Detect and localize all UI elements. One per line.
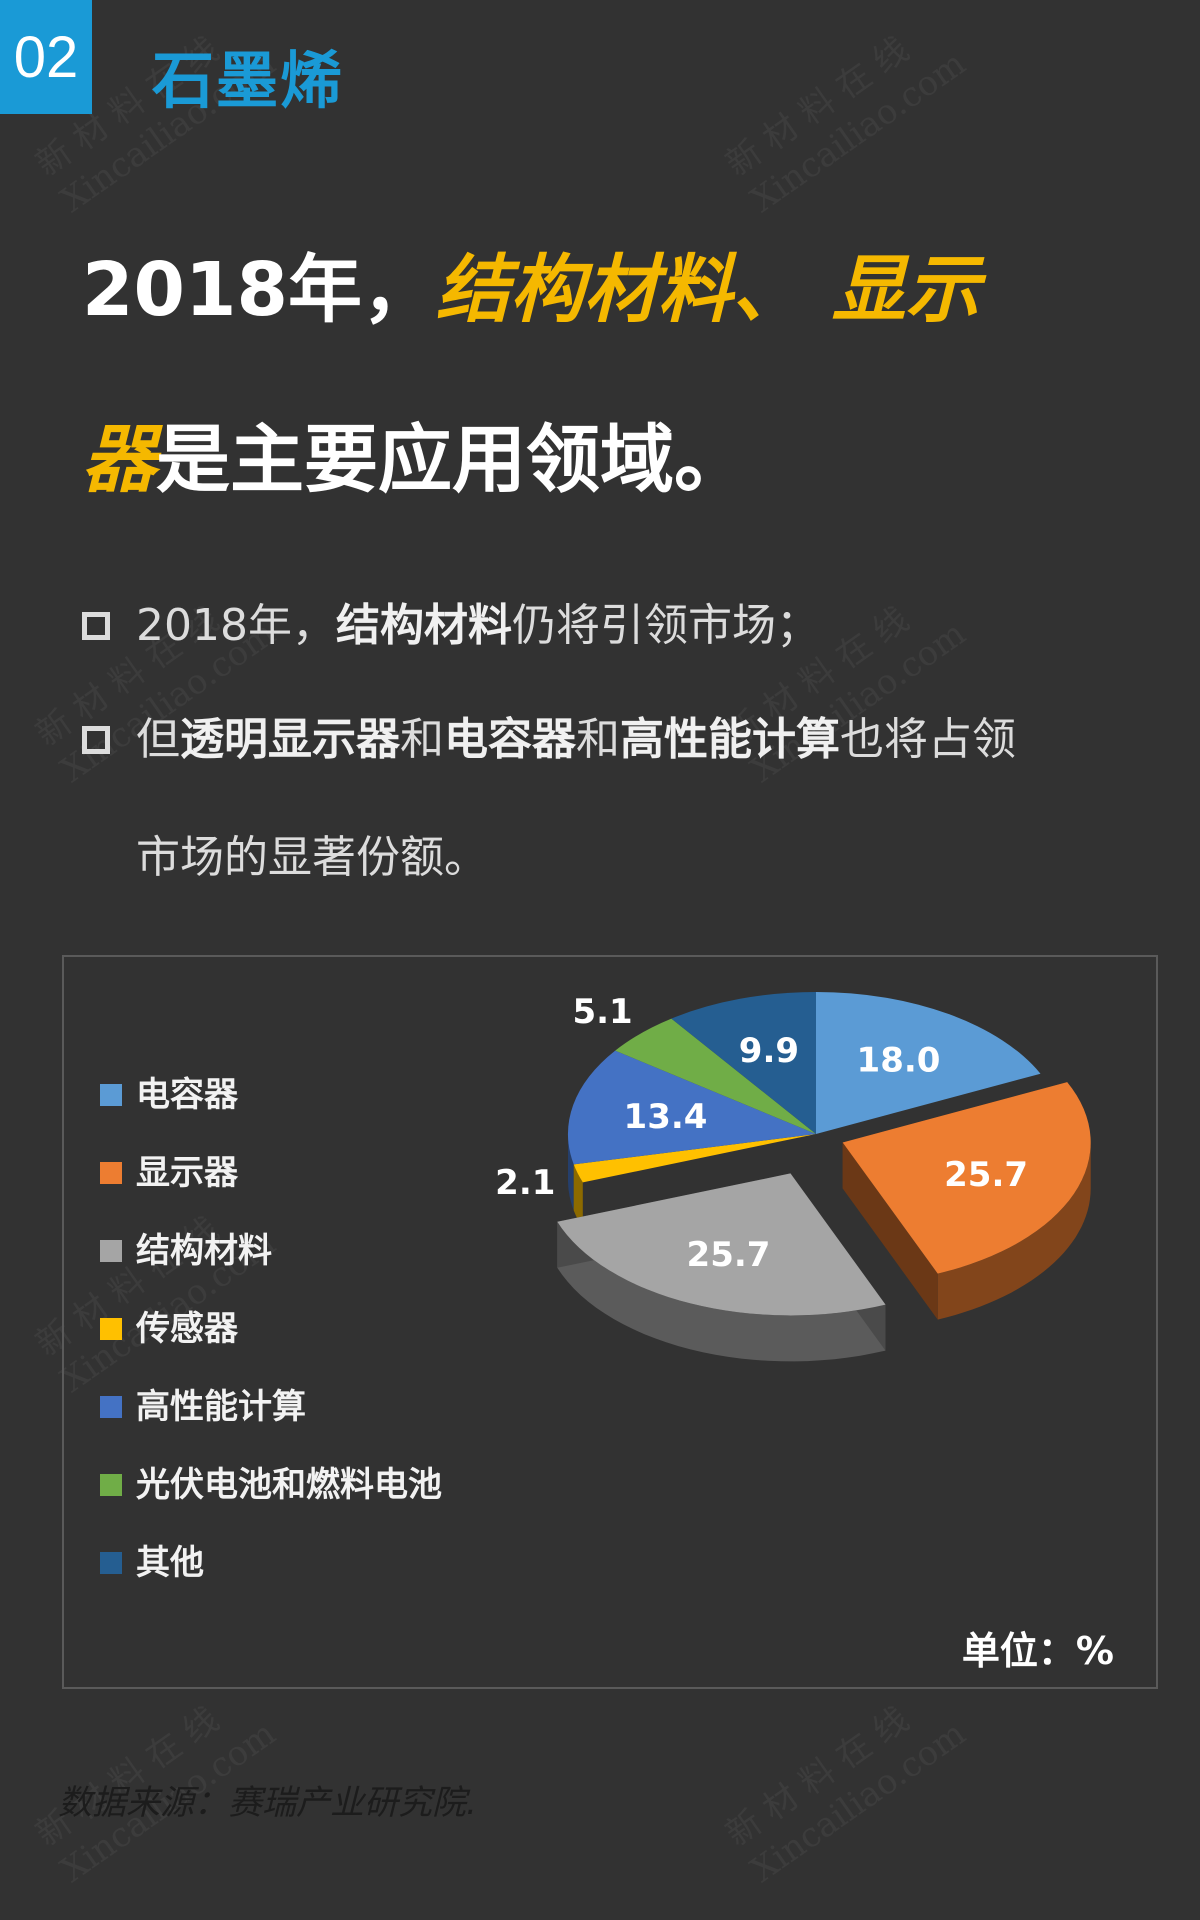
square-bullet-icon	[82, 612, 110, 640]
legend-item: 其他	[100, 1537, 442, 1615]
pie-data-label: 5.1	[572, 992, 632, 1032]
pie-data-label: 2.1	[495, 1163, 555, 1203]
headline-emphasis-2: 器	[82, 417, 156, 503]
legend-swatch	[100, 1552, 122, 1574]
chart-legend: 电容器显示器结构材料传感器高性能计算光伏电池和燃料电池 其他	[100, 1069, 442, 1615]
bullet-seg: 2018年，	[136, 600, 336, 651]
legend-swatch	[100, 1084, 122, 1106]
headline: 2018年，结构材料、 显示 器是主要应用领域。	[82, 205, 1122, 545]
bullet-seg-bold: 高性能计算	[620, 714, 840, 765]
legend-item: 传感器	[100, 1303, 442, 1381]
pie-chart: 18.0 25.7 25.7 2.1 13.4 5.1 9.9	[495, 992, 1091, 1362]
bullet-item-2: 但透明显示器和电容器和高性能计算也将占领 市场的显著份额。	[78, 704, 1138, 894]
pie-slice	[842, 1082, 1091, 1274]
pie-slice	[671, 992, 816, 1134]
data-source: 数据来源：赛瑞产业研究院.	[58, 1783, 477, 1823]
bullet-list: 2018年，结构材料仍将引领市场； 但透明显示器和电容器和高性能计算也将占领 市…	[78, 590, 1138, 894]
bullet-seg: 市场的显著份额。	[136, 832, 488, 883]
bullet-item-1: 2018年，结构材料仍将引领市场；	[78, 590, 1138, 662]
headline-part1: 2018年，	[82, 247, 436, 333]
legend-item: 高性能计算	[100, 1381, 442, 1459]
bullet-seg-bold: 结构材料	[335, 600, 512, 651]
legend-label: 传感器	[136, 1309, 238, 1349]
headline-part2: 是主要应用领域。	[156, 417, 748, 503]
bullet-seg-bold: 透明显示器	[180, 714, 400, 765]
pie-slice	[557, 1173, 886, 1316]
legend-item: 显示器	[100, 1147, 442, 1225]
pie-data-label: 25.7	[944, 1155, 1028, 1195]
pie-slice-side	[557, 1221, 886, 1362]
pie-slice-side	[937, 1142, 1091, 1320]
legend-swatch	[100, 1318, 122, 1340]
legend-label: 高性能计算	[136, 1387, 306, 1427]
pie-slice	[615, 1018, 816, 1134]
legend-label: 电容器	[136, 1075, 238, 1115]
bullet-seg-bold: 电容器	[444, 714, 576, 765]
bullet-seg: 也将占领	[840, 714, 1016, 765]
pie-slice-side	[568, 1134, 574, 1211]
legend-item: 电容器	[100, 1069, 442, 1147]
chart-panel: 电容器显示器结构材料传感器高性能计算光伏电池和燃料电池 其他 18.0 25.7 25…	[62, 955, 1158, 1689]
legend-item: 光伏电池和燃料电池	[100, 1459, 442, 1537]
legend-label: 光伏电池和燃料电池	[136, 1465, 442, 1505]
unit-label: 单位：%	[961, 1629, 1114, 1673]
square-bullet-icon	[82, 726, 110, 754]
legend-label: 结构材料	[136, 1231, 272, 1271]
pie-data-label: 25.7	[687, 1235, 771, 1275]
pie-slice-side	[573, 1164, 583, 1229]
legend-label: 显示器	[136, 1153, 238, 1193]
pie-slice	[567, 1050, 816, 1165]
pie-slice	[573, 1134, 816, 1183]
bullet-seg: 但	[136, 714, 180, 765]
legend-item: 结构材料	[100, 1225, 442, 1303]
pie-data-label: 13.4	[624, 1097, 708, 1137]
pie-slice	[816, 992, 1041, 1134]
bullet-seg: 仍将引领市场；	[511, 600, 820, 651]
pie-data-label: 9.9	[739, 1031, 799, 1071]
legend-label: 其他	[136, 1543, 204, 1583]
bullet-seg: 和	[576, 714, 620, 765]
bullet-seg: 和	[400, 714, 444, 765]
legend-swatch	[100, 1474, 122, 1496]
legend-swatch	[100, 1396, 122, 1418]
legend-swatch	[100, 1240, 122, 1262]
pie-slice-cut	[842, 1142, 938, 1320]
legend-swatch	[100, 1162, 122, 1184]
pie-data-label: 18.0	[857, 1041, 941, 1081]
watermark: 新 材 料 在 线 Xincailiao.com	[718, 29, 973, 221]
headline-emphasis-1: 结构材料、 显示	[435, 247, 980, 333]
section-number-badge: 02	[0, 0, 92, 114]
section-title: 石墨烯	[152, 44, 345, 117]
watermark: 新 材 料 在 线 Xincailiao.com	[718, 1699, 973, 1891]
